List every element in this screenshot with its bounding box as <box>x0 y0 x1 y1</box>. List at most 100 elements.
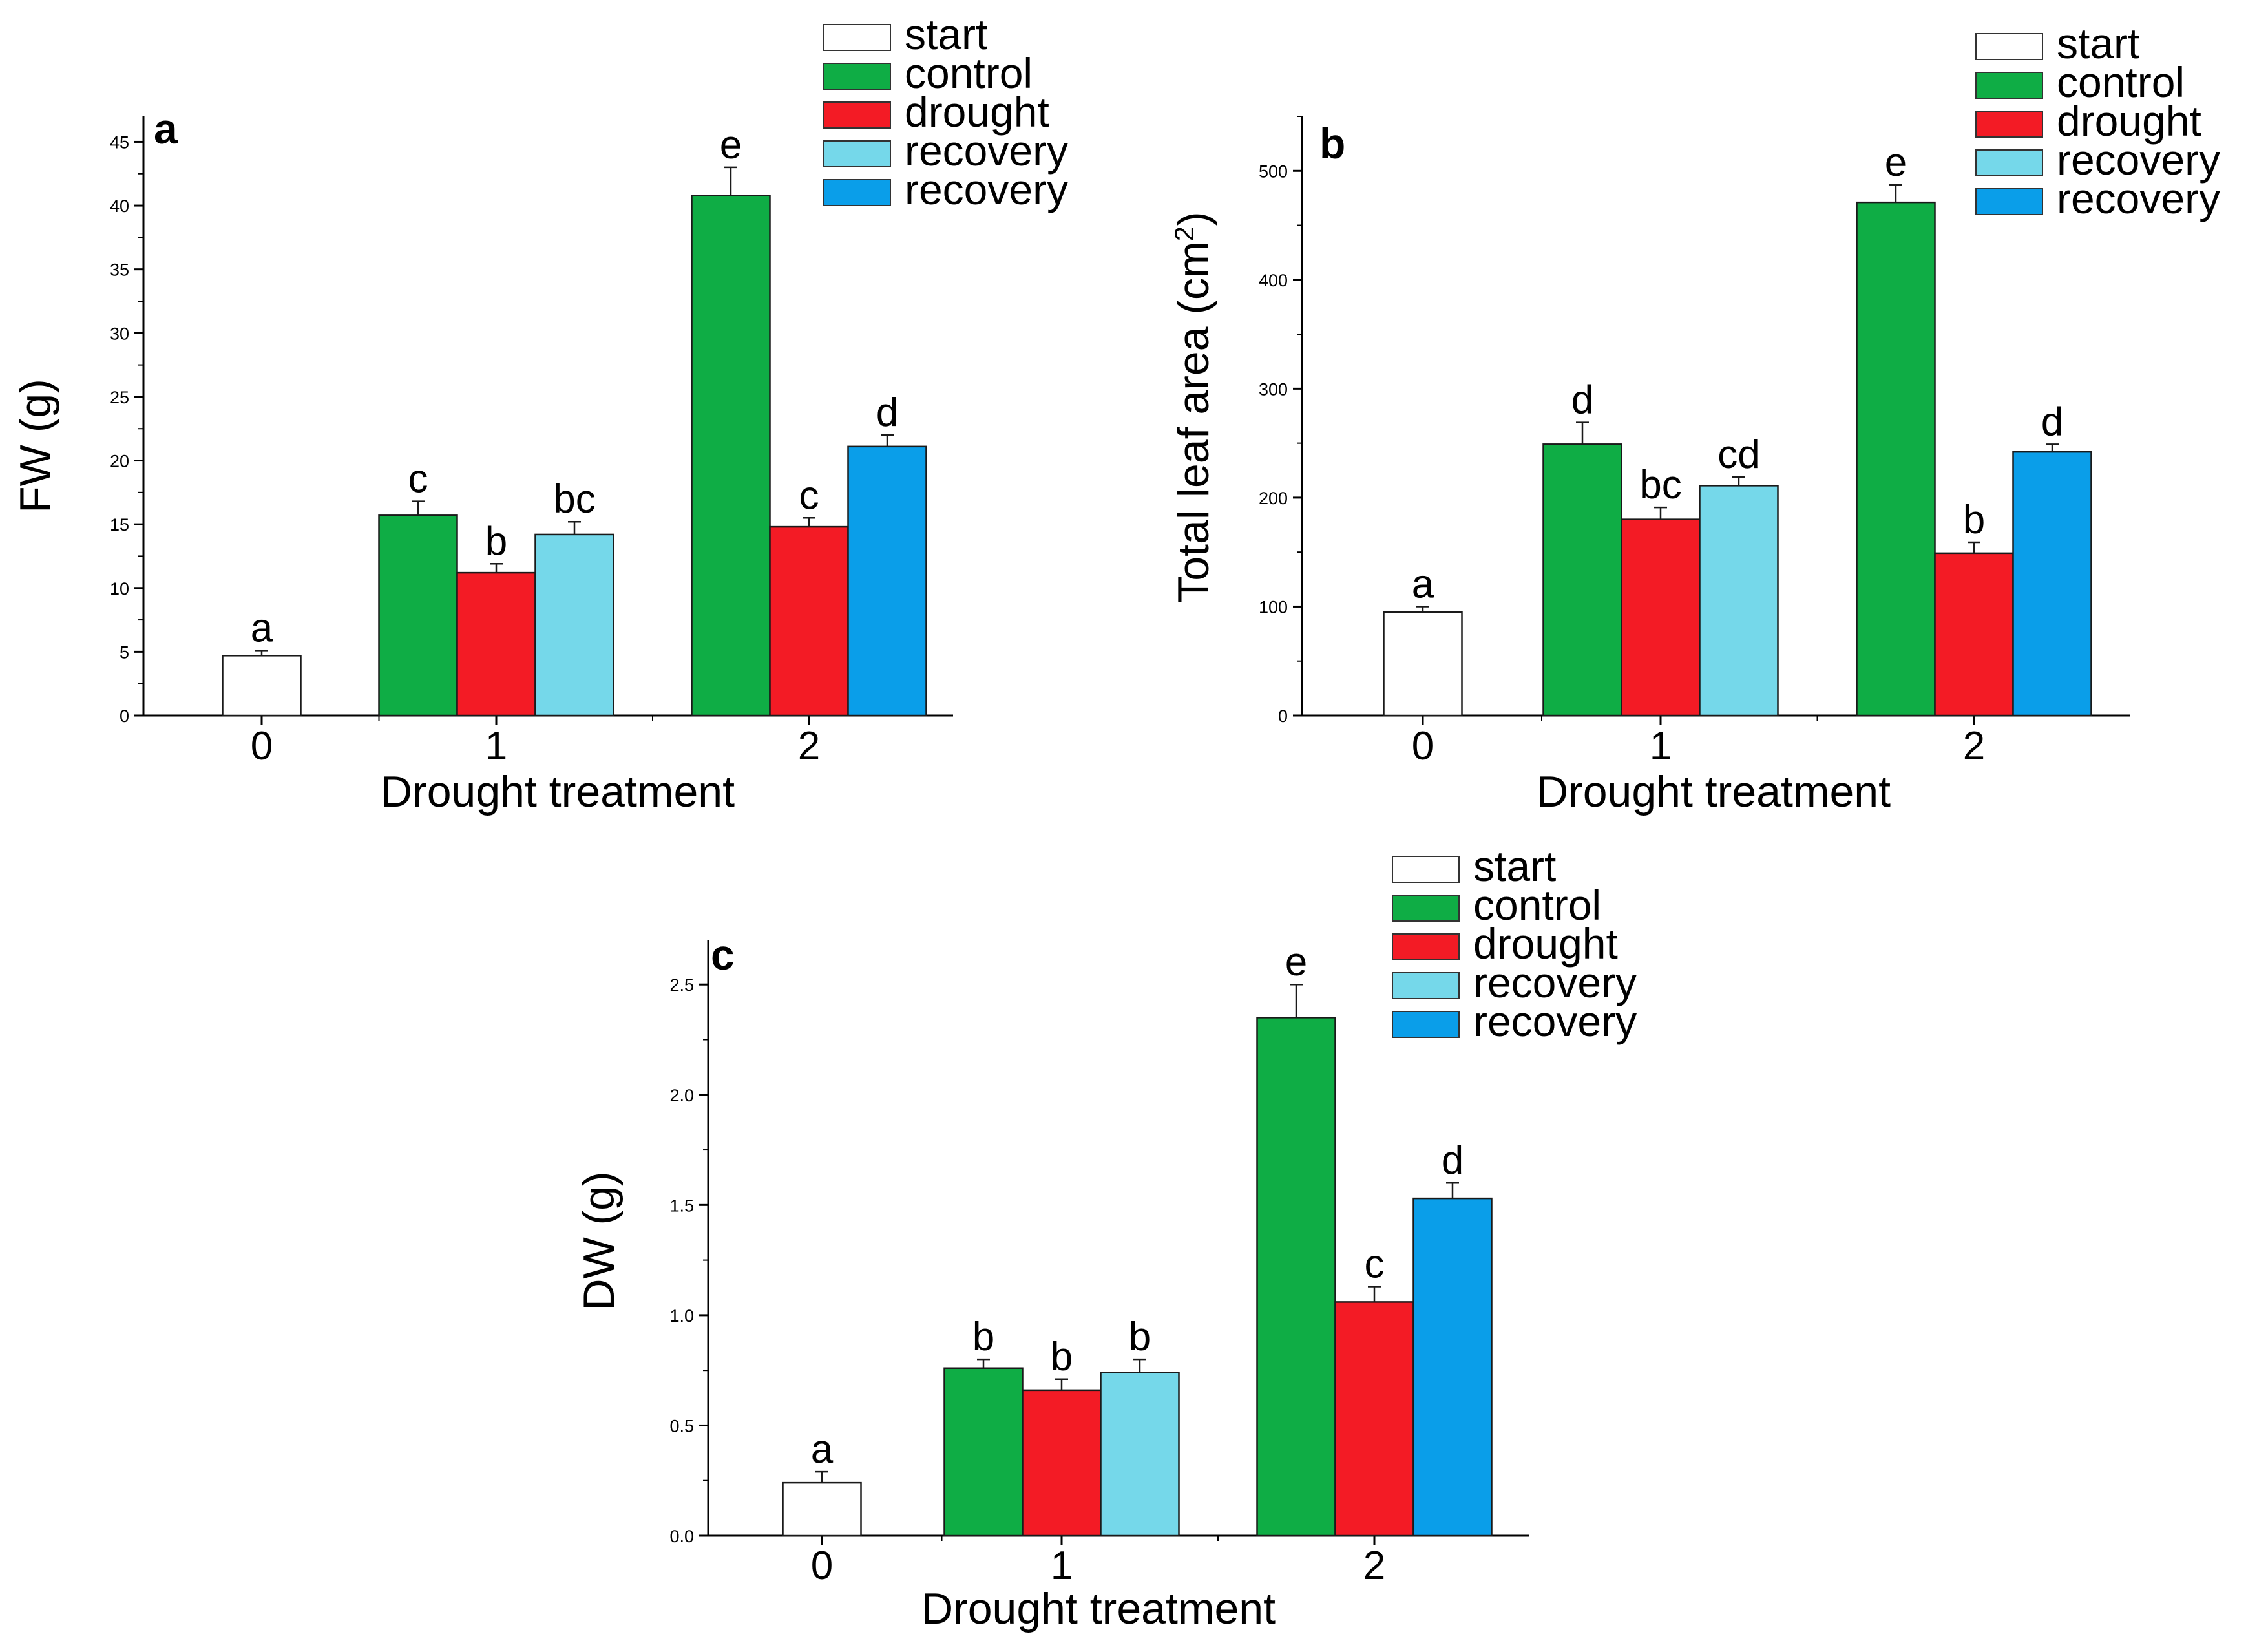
y-axis-title-superscript: 2 <box>1169 226 1199 241</box>
y-axis-title-text: FW (g) <box>11 379 60 513</box>
y-tick-label: 30 <box>110 324 129 343</box>
bar <box>1256 1017 1336 1537</box>
legend-swatch <box>823 140 891 167</box>
significance-letter: e <box>1885 140 1907 185</box>
legend-swatch <box>1392 856 1460 883</box>
legend-label: drought <box>905 88 1049 136</box>
bar <box>1621 518 1701 717</box>
bar <box>222 655 302 717</box>
y-tick-label: 2.0 <box>669 1086 694 1105</box>
x-category-label: 0 <box>251 724 273 768</box>
significance-letter: bc <box>553 477 595 522</box>
y-tick-label: 0 <box>1278 706 1288 726</box>
y-tick-label: 0.5 <box>669 1416 694 1436</box>
y-tick-label: 45 <box>110 132 129 152</box>
panel-letter: c <box>711 931 735 979</box>
x-category-label: 1 <box>1650 724 1672 768</box>
significance-letter: c <box>1365 1242 1385 1287</box>
bar <box>1022 1389 1102 1537</box>
legend-label: recovery <box>905 127 1068 175</box>
legend-swatch <box>1975 188 2043 215</box>
legend-label: recovery <box>1473 997 1637 1045</box>
significance-letter: b <box>1963 498 1985 542</box>
bar <box>378 514 458 717</box>
bar <box>1383 611 1463 717</box>
y-tick-label: 500 <box>1259 162 1288 181</box>
y-axis-title-close: ) <box>1169 211 1218 226</box>
significance-letter: d <box>1442 1138 1464 1183</box>
y-axis-title-text: Total leaf area (cm <box>1169 241 1218 602</box>
legend-label: recovery <box>2057 175 2220 222</box>
y-axis-title-text: DW (g) <box>574 1171 624 1310</box>
y-axis-title: DW (g) <box>574 1171 624 1310</box>
significance-letter: d <box>2041 399 2063 444</box>
bar <box>1856 201 1936 717</box>
bar <box>943 1367 1024 1537</box>
significance-letter: d <box>1571 378 1593 423</box>
legend-swatch <box>1975 111 2043 138</box>
legend-swatch <box>1392 1011 1460 1038</box>
y-tick-label: 400 <box>1259 271 1288 290</box>
significance-letter: e <box>720 123 742 167</box>
x-category-label: 2 <box>1963 724 1985 768</box>
panel-letter: b <box>1319 120 1345 167</box>
bar <box>534 533 614 717</box>
x-category-label: 2 <box>798 724 820 768</box>
significance-letter: b <box>485 519 507 564</box>
y-tick-label: 0 <box>120 706 129 726</box>
legend-label: drought <box>2057 97 2201 145</box>
significance-letter: cd <box>1717 432 1759 477</box>
y-tick-label: 300 <box>1259 379 1288 399</box>
legend-swatch <box>1975 33 2043 60</box>
significance-letter: b <box>1051 1335 1073 1379</box>
legend-swatch <box>1392 895 1460 922</box>
bar <box>782 1481 862 1537</box>
y-tick-label: 5 <box>120 642 129 662</box>
bar <box>1542 443 1622 717</box>
bar <box>847 445 927 717</box>
x-axis-title: Drought treatment <box>921 1584 1276 1633</box>
y-tick-label: 1.0 <box>669 1306 694 1326</box>
y-tick-label: 0.0 <box>669 1527 694 1546</box>
x-category-label: 1 <box>1051 1543 1073 1588</box>
legend-label: recovery <box>905 165 1068 213</box>
legend-swatch <box>823 101 891 129</box>
y-tick-label: 1.5 <box>669 1196 694 1215</box>
bar <box>1699 485 1779 717</box>
legend-swatch <box>823 24 891 51</box>
significance-letter: bc <box>1639 463 1681 507</box>
panel-letter: a <box>154 105 178 153</box>
legend-swatch <box>1392 933 1460 960</box>
legend-swatch <box>823 63 891 90</box>
y-tick-label: 2.5 <box>669 975 694 995</box>
y-tick-label: 40 <box>110 196 129 216</box>
y-axis-title: Total leaf area (cm2) <box>1169 211 1219 602</box>
significance-letter: a <box>1412 562 1434 606</box>
bar <box>1334 1301 1414 1537</box>
significance-letter: e <box>1285 940 1307 984</box>
bar <box>769 525 849 717</box>
legend-label: control <box>2057 58 2185 106</box>
y-tick-label: 35 <box>110 260 129 280</box>
significance-letter: a <box>811 1427 834 1472</box>
legend-label: control <box>1473 881 1601 929</box>
y-tick-label: 10 <box>110 579 129 599</box>
bar <box>2012 450 2092 717</box>
significance-letter: b <box>1129 1315 1151 1359</box>
legend-swatch <box>1392 972 1460 999</box>
x-category-label: 0 <box>811 1543 833 1588</box>
y-tick-label: 25 <box>110 388 129 407</box>
x-axis-title: Drought treatment <box>1537 767 1891 816</box>
bar <box>1100 1372 1180 1537</box>
significance-letter: c <box>799 473 819 518</box>
y-axis-title: FW (g) <box>11 379 60 513</box>
bar <box>456 571 536 717</box>
bar <box>691 195 771 717</box>
legend-label: start <box>905 10 987 58</box>
panel-a-fw-chart: 0 5 10 15 20 25 30 35 40 45 0 1 2 a c b bc e c d Drought tre… <box>11 10 1068 816</box>
x-category-label: 0 <box>1412 724 1434 768</box>
legend-swatch <box>1975 72 2043 99</box>
y-tick-label: 100 <box>1259 597 1288 617</box>
